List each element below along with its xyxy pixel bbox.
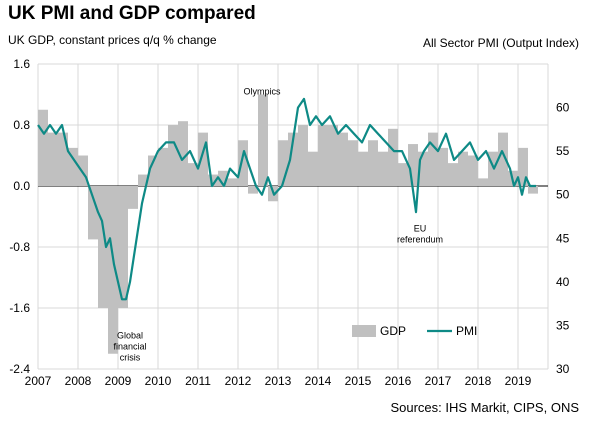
x-tick-label: 2018: [465, 374, 492, 388]
x-tick-label: 2007: [25, 374, 52, 388]
right-tick-label: 45: [556, 231, 570, 245]
gdp-bar: [478, 178, 488, 186]
left-tick-label: -1.6: [9, 301, 30, 315]
gdp-bar: [428, 132, 438, 186]
gdp-bar: [218, 170, 228, 186]
gdp-bar: [118, 186, 128, 308]
gdp-bar: [68, 147, 78, 186]
gdp-bar: [328, 125, 338, 186]
chart-title: UK PMI and GDP compared: [8, 3, 256, 24]
gdp-bar: [248, 186, 258, 194]
gdp-bar: [98, 186, 108, 308]
pmi-line: [37, 97, 536, 301]
right-tick-label: 50: [556, 188, 570, 202]
gdp-bar: [368, 140, 378, 186]
gdp-bar: [308, 151, 318, 186]
gdp-bar: [178, 121, 188, 186]
gdp-bar: [258, 94, 268, 186]
gdp-bar: [388, 128, 398, 186]
gdp-bar: [208, 174, 218, 186]
gdp-bar: [128, 186, 138, 209]
gdp-bar: [78, 155, 88, 186]
left-tick-label: 1.6: [13, 57, 30, 71]
annotation-label: referendum: [397, 234, 443, 244]
gdp-bar: [348, 140, 358, 186]
x-tick-label: 2016: [385, 374, 412, 388]
gdp-bar: [448, 163, 458, 186]
gdp-bar: [418, 151, 428, 186]
gdp-bar: [188, 163, 198, 186]
source-note: Sources: IHS Markit, CIPS, ONS: [390, 400, 579, 415]
legend-gdp-swatch: [352, 325, 376, 337]
legend-pmi-label: PMI: [456, 324, 477, 338]
annotation-label: Global: [117, 331, 143, 341]
left-tick-label: -0.8: [9, 240, 30, 254]
right-axis-label: All Sector PMI (Output Index): [422, 36, 579, 50]
gdp-bar: [48, 132, 58, 186]
gdp-bar: [438, 147, 448, 186]
gdp-bar: [168, 125, 178, 186]
gdp-bar: [498, 132, 508, 186]
x-tick-label: 2013: [265, 374, 292, 388]
gdp-bar: [468, 155, 478, 186]
left-tick-label: -2.4: [9, 362, 30, 376]
gdp-bar: [228, 178, 238, 186]
gdp-bar: [38, 109, 48, 186]
x-tick-label: 2008: [65, 374, 92, 388]
legend-gdp-label: GDP: [380, 324, 406, 338]
gdp-bar: [198, 132, 208, 186]
gdp-bar: [88, 186, 98, 240]
annotation-label: crisis: [120, 353, 141, 363]
gdp-bar: [378, 151, 388, 186]
left-tick-label: 0.8: [13, 118, 30, 132]
left-axis-label: UK GDP, constant prices q/q % change: [8, 33, 217, 47]
gdp-bar: [518, 147, 528, 186]
gdp-bar: [298, 125, 308, 186]
gdp-bar: [398, 163, 408, 186]
gdp-bar: [278, 140, 288, 186]
gdp-bar: [148, 155, 158, 186]
gdp-bar: [238, 140, 248, 186]
x-tick-label: 2017: [425, 374, 452, 388]
gdp-bar: [358, 151, 368, 186]
annotation-label: EU: [414, 223, 427, 233]
x-tick-label: 2010: [145, 374, 172, 388]
x-tick-label: 2009: [105, 374, 132, 388]
annotation-label: Olympics: [243, 87, 281, 97]
x-tick-label: 2012: [225, 374, 252, 388]
gdp-bar: [138, 174, 148, 186]
gdp-bar: [408, 144, 418, 186]
x-tick-label: 2015: [345, 374, 372, 388]
left-tick-label: 0.0: [13, 179, 30, 193]
gdp-bar: [158, 147, 168, 186]
gdp-bar: [58, 132, 68, 186]
gdp-bar: [288, 132, 298, 186]
right-tick-label: 60: [556, 101, 570, 115]
x-tick-label: 2019: [505, 374, 532, 388]
right-tick-label: 40: [556, 275, 570, 289]
gdp-bar: [338, 132, 348, 186]
x-tick-label: 2014: [305, 374, 332, 388]
right-tick-label: 35: [556, 318, 570, 332]
x-tick-label: 2011: [185, 374, 211, 388]
right-tick-label: 55: [556, 144, 570, 158]
gdp-bar: [318, 125, 328, 186]
gdp-bar: [458, 151, 468, 186]
annotation-label: financial: [113, 342, 146, 352]
right-tick-label: 30: [556, 362, 570, 376]
gdp-bar: [108, 186, 118, 354]
gdp-bar: [528, 186, 538, 194]
